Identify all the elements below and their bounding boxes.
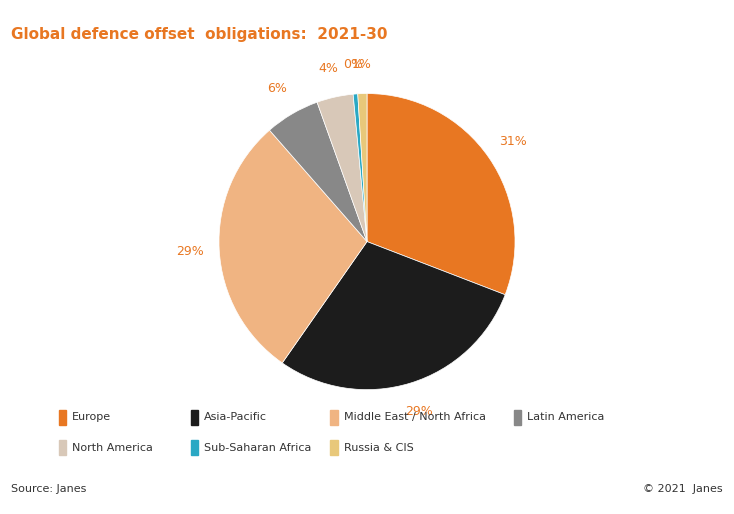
Bar: [330, 440, 338, 455]
Text: 29%: 29%: [175, 245, 203, 258]
Text: 29%: 29%: [405, 405, 433, 418]
Text: 4%: 4%: [319, 62, 338, 75]
Bar: [59, 410, 66, 425]
Bar: [191, 410, 198, 425]
Bar: [59, 440, 66, 455]
Text: Russia & CIS: Russia & CIS: [344, 443, 413, 453]
Bar: [191, 440, 198, 455]
Wedge shape: [269, 102, 367, 242]
Text: Global defence offset  obligations:  2021-30: Global defence offset obligations: 2021-…: [11, 27, 388, 42]
Text: 31%: 31%: [500, 135, 527, 148]
Bar: [330, 410, 338, 425]
Wedge shape: [219, 130, 367, 363]
Bar: [514, 410, 521, 425]
Text: 1%: 1%: [352, 58, 371, 70]
Text: Middle East / North Africa: Middle East / North Africa: [344, 412, 485, 423]
Text: 6%: 6%: [267, 82, 287, 95]
Wedge shape: [283, 242, 505, 390]
Wedge shape: [357, 94, 367, 242]
Wedge shape: [353, 94, 367, 242]
Text: Sub-Saharan Africa: Sub-Saharan Africa: [204, 443, 311, 453]
Text: Europe: Europe: [72, 412, 111, 423]
Wedge shape: [367, 94, 515, 295]
Text: Source: Janes: Source: Janes: [11, 484, 87, 493]
Text: © 2021  Janes: © 2021 Janes: [644, 484, 723, 493]
Text: Asia-Pacific: Asia-Pacific: [204, 412, 267, 423]
Wedge shape: [317, 94, 367, 242]
Text: North America: North America: [72, 443, 153, 453]
Text: Latin America: Latin America: [527, 412, 604, 423]
Text: 0%: 0%: [343, 58, 363, 71]
